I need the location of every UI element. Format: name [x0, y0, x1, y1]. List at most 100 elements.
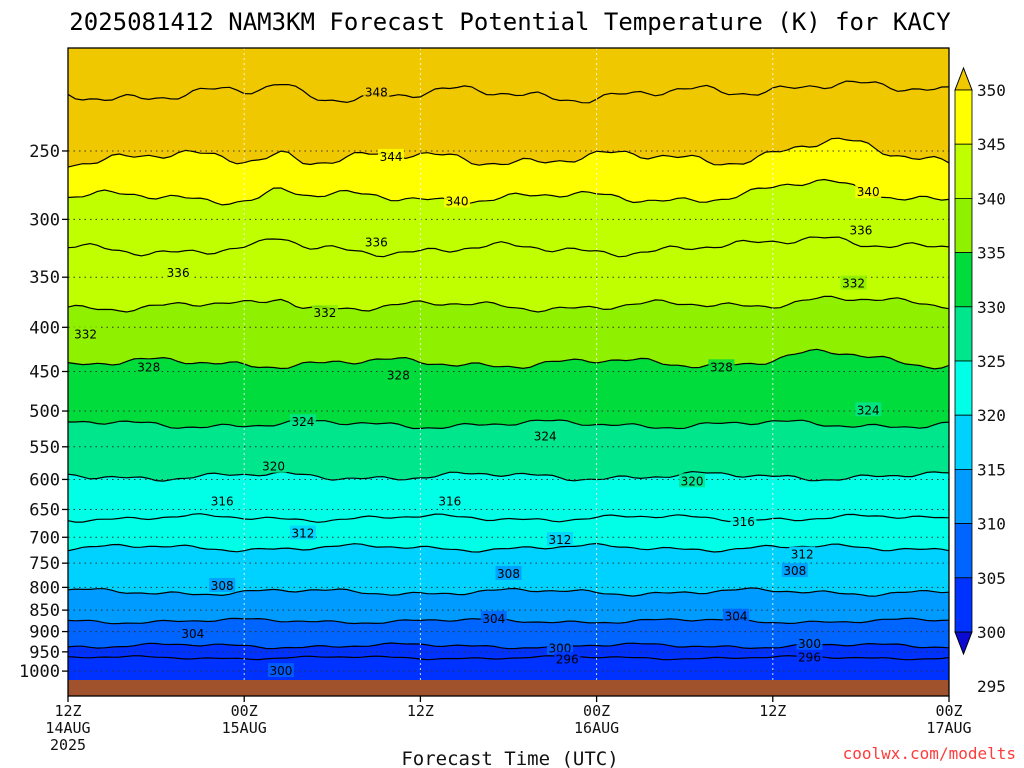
- contour-label-bg: [363, 234, 390, 249]
- contour-line-324: [68, 419, 949, 430]
- colorbar-bin: [954, 360, 973, 416]
- colorbar-label-345: 345: [977, 135, 1006, 154]
- colorbar-label-350: 350: [977, 81, 1006, 100]
- colorbar-label-320: 320: [977, 406, 1006, 425]
- contour-label-304: 304: [482, 612, 505, 626]
- contour-label-bg: [855, 184, 882, 199]
- contour-label-312: 312: [548, 533, 571, 547]
- x-tick-label-time: 12Z: [407, 702, 434, 720]
- x-tick-label-date: 14AUG: [45, 719, 90, 737]
- contour-labels: 348 344 340 340 336 336 336 332 332 332 328 328 328 3…: [72, 84, 882, 678]
- contour-label-bg: [267, 663, 294, 678]
- contour-line-340: [68, 178, 949, 206]
- contour-label-bg: [546, 531, 573, 546]
- colorbar-label-310: 310: [977, 515, 1006, 534]
- contour-label-bg: [723, 608, 750, 623]
- credit-text: coolwx.com/modelts: [843, 744, 1016, 763]
- contour-label-bg: [679, 473, 706, 488]
- contour-label-bg: [289, 525, 316, 540]
- contour-label-bg: [495, 566, 522, 581]
- colorbar-label-305: 305: [977, 569, 1006, 588]
- contour-label-296: 296: [556, 653, 579, 667]
- y-tick-label-550: 550: [29, 438, 60, 458]
- contour-line-344: [68, 137, 949, 168]
- chart-title: 2025081412 NAM3KM Forecast Potential Tem…: [69, 8, 951, 36]
- x-tick-label-time: 00Z: [935, 702, 962, 720]
- contour-label-bg: [444, 193, 471, 208]
- contour-label-bg: [209, 493, 236, 508]
- contour-label-304: 304: [181, 627, 204, 641]
- colorbar-bin: [954, 414, 973, 470]
- contour-label-316: 316: [211, 494, 234, 508]
- contour-label-bg: [378, 148, 405, 163]
- contour-label-332: 332: [314, 306, 337, 320]
- contour-label-312: 312: [291, 527, 314, 541]
- contour-label-308: 308: [497, 567, 520, 581]
- contour-label-bg: [436, 493, 463, 508]
- x-tick-label-time: 00Z: [231, 702, 258, 720]
- y-tick-label-400: 400: [29, 318, 60, 338]
- contour-line-336: [68, 236, 949, 258]
- contour-line-308: [68, 587, 949, 597]
- contour-label-bg: [209, 577, 236, 592]
- x-tick-label-time: 12Z: [54, 702, 81, 720]
- y-tick-label-850: 850: [29, 601, 60, 621]
- contour-label-bg: [480, 610, 507, 625]
- contour-label-bg: [781, 563, 808, 578]
- contour-label-304: 304: [725, 610, 748, 624]
- x-tick-label-date: 16AUG: [574, 719, 619, 737]
- contour-label-bg: [311, 304, 338, 319]
- contour-label-bg: [840, 275, 867, 290]
- colorbar-top-arrow: [954, 66, 973, 91]
- ground-bar: [68, 680, 949, 696]
- y-tick-label-1000: 1000: [19, 662, 60, 682]
- contour-label-bg: [363, 84, 390, 99]
- colorbar-label-330: 330: [977, 298, 1006, 317]
- y-tick-label-350: 350: [29, 268, 60, 288]
- y-tick-label-750: 750: [29, 554, 60, 574]
- contour-label-340: 340: [446, 194, 469, 208]
- contour-label-316: 316: [438, 494, 461, 508]
- contour-label-336: 336: [365, 235, 388, 249]
- x-tick-label-year: 2025: [50, 736, 86, 754]
- contour-label-bg: [708, 359, 735, 374]
- contour-label-328: 328: [137, 360, 160, 374]
- contour-label-bg: [385, 367, 412, 382]
- x-tick-label-time: 12Z: [759, 702, 786, 720]
- contour-label-bg: [532, 428, 559, 443]
- contour-label-bg: [289, 414, 316, 429]
- contour-line-348: [68, 80, 949, 104]
- contour-label-316: 316: [732, 515, 755, 529]
- temperature-fill-layer: [68, 48, 949, 681]
- colorbar-label-300: 300: [977, 623, 1006, 642]
- band-fill-345-dome: [391, 48, 568, 62]
- contour-label-bg: [260, 458, 287, 473]
- contour-label-324: 324: [857, 403, 880, 417]
- contour-label-bg: [165, 264, 192, 279]
- y-tick-label-800: 800: [29, 578, 60, 598]
- contour-label-bg: [135, 359, 162, 374]
- x-axis-title: Forecast Time (UTC): [401, 748, 618, 768]
- pressure-axis: 2503003504004505005506006507007508008509…: [19, 142, 68, 682]
- contour-line-312: [68, 542, 949, 553]
- contour-label-312: 312: [791, 548, 814, 562]
- y-tick-label-250: 250: [29, 142, 60, 162]
- contour-line-328: [68, 348, 949, 370]
- colorbar-bottom-arrow: [954, 631, 973, 656]
- contour-label-344: 344: [380, 150, 403, 164]
- contour-label-bg: [179, 626, 206, 641]
- contour-label-336: 336: [167, 266, 190, 280]
- y-tick-label-300: 300: [29, 210, 60, 230]
- colorbar-label-315: 315: [977, 460, 1006, 479]
- y-tick-label-650: 650: [29, 500, 60, 520]
- contour-label-bg: [796, 649, 823, 664]
- contour-label-300: 300: [269, 664, 292, 678]
- contour-line-320: [68, 470, 949, 482]
- colorbar-bin: [954, 143, 973, 199]
- colorbar-bin: [954, 468, 973, 524]
- contour-label-308: 308: [211, 579, 234, 593]
- contour-label-bg: [789, 546, 816, 561]
- y-tick-label-500: 500: [29, 402, 60, 422]
- contour-label-336: 336: [849, 223, 872, 237]
